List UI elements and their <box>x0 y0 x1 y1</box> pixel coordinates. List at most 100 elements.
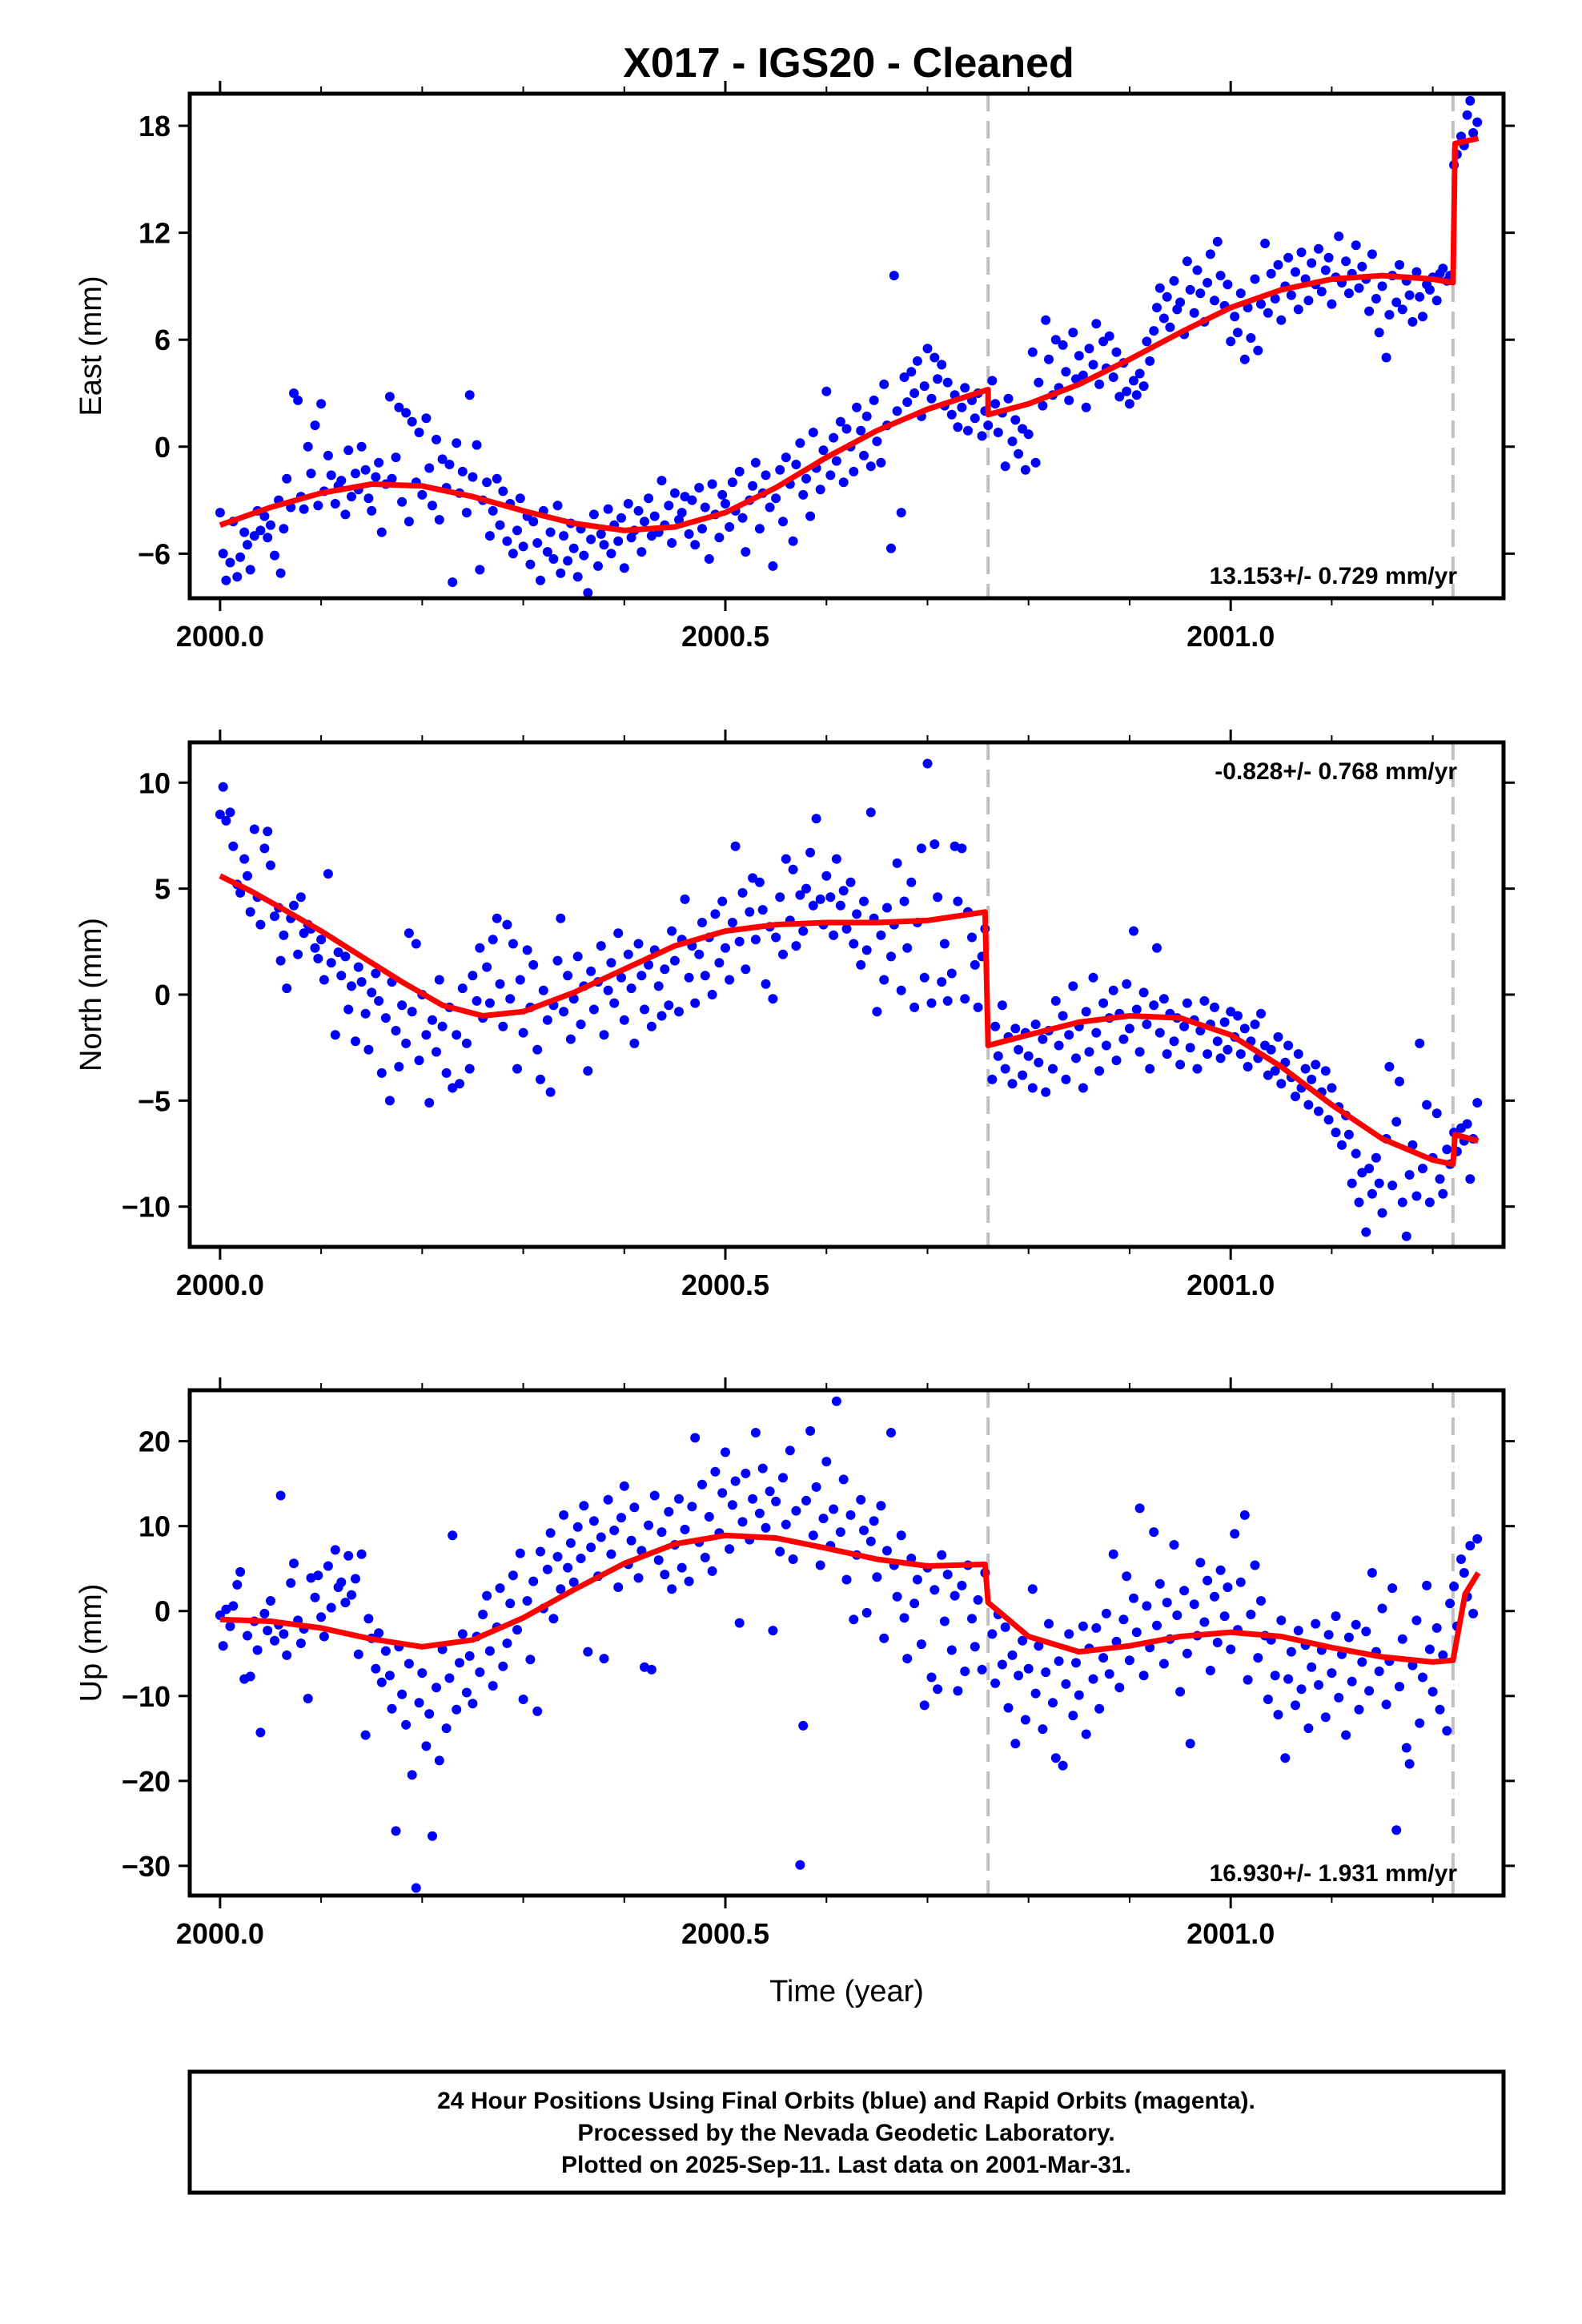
data-point <box>1091 1027 1102 1038</box>
data-point <box>1296 1684 1307 1695</box>
data-point <box>394 1062 404 1072</box>
y-tick-label: 5 <box>155 873 171 906</box>
data-point <box>515 493 525 504</box>
data-point <box>461 1038 472 1048</box>
data-point <box>730 1476 741 1486</box>
data-point <box>1020 464 1030 475</box>
data-point <box>1038 1034 1048 1044</box>
data-point <box>818 445 829 456</box>
data-point <box>775 1546 785 1557</box>
data-point <box>323 1561 333 1571</box>
data-point <box>1381 1699 1391 1710</box>
data-point <box>939 939 950 949</box>
data-point <box>896 1530 906 1541</box>
data-point <box>714 533 725 543</box>
data-point <box>1320 1712 1331 1723</box>
data-point <box>795 1860 805 1870</box>
data-point <box>1101 1040 1111 1051</box>
data-point <box>906 367 917 377</box>
data-point <box>428 1831 437 1841</box>
data-point <box>282 473 292 484</box>
data-point <box>374 995 384 1006</box>
data-point <box>717 489 728 500</box>
data-point <box>235 1566 246 1577</box>
data-point <box>1243 1062 1253 1072</box>
data-point <box>946 1645 957 1655</box>
data-point <box>1384 310 1395 320</box>
data-point <box>788 864 798 875</box>
data-point <box>1071 374 1081 384</box>
data-point <box>919 1700 930 1711</box>
data-point <box>1256 1596 1266 1606</box>
data-point <box>771 932 781 943</box>
data-point <box>1131 1004 1142 1015</box>
data-point <box>778 1473 788 1483</box>
data-point <box>707 1566 717 1576</box>
data-point <box>768 1626 778 1636</box>
data-point <box>384 1096 395 1106</box>
data-point <box>990 399 1001 409</box>
data-point <box>805 1425 816 1436</box>
data-point <box>343 445 354 456</box>
data-point <box>616 513 626 523</box>
data-point <box>1367 249 1377 259</box>
data-point <box>886 1428 896 1437</box>
data-point <box>1098 1653 1109 1663</box>
data-point <box>1435 1174 1445 1184</box>
data-point <box>1311 1618 1321 1629</box>
data-point <box>856 959 866 970</box>
data-point <box>1210 296 1219 306</box>
data-point <box>606 958 616 968</box>
data-point <box>609 1526 620 1535</box>
data-point <box>946 968 957 979</box>
data-point <box>1407 316 1418 327</box>
data-point <box>987 1629 998 1639</box>
data-point <box>644 1520 654 1530</box>
data-point <box>448 1083 458 1093</box>
data-point <box>1189 308 1199 318</box>
footer-line-3: Plotted on 2025-Sep-11. Last data on 200… <box>561 2152 1131 2178</box>
data-point <box>704 1512 714 1522</box>
data-point <box>623 499 633 509</box>
data-point <box>1357 1168 1367 1178</box>
data-point <box>468 971 478 981</box>
data-point <box>933 1684 943 1695</box>
data-point <box>1431 1108 1442 1119</box>
data-point <box>1239 354 1250 364</box>
data-point <box>1210 1591 1219 1602</box>
data-point <box>394 402 404 412</box>
data-point <box>437 1021 448 1031</box>
data-point <box>831 854 841 864</box>
data-point <box>957 843 967 854</box>
data-point <box>380 1013 391 1023</box>
data-point <box>1291 267 1300 277</box>
data-point <box>1199 1617 1210 1627</box>
data-point <box>457 466 468 476</box>
data-point <box>565 1034 576 1044</box>
panel-east-mm: 18 12 6 0 −6 2000.0 2000.5 2001.0 East (mm) 13.15… <box>74 81 1515 653</box>
data-point <box>498 1021 508 1031</box>
data-point <box>417 489 428 500</box>
data-point <box>545 1528 556 1538</box>
data-point <box>270 911 279 922</box>
data-point <box>922 758 933 769</box>
data-point <box>568 543 579 553</box>
data-point <box>266 1596 275 1606</box>
data-point <box>1270 1066 1280 1076</box>
data-point <box>1384 1062 1395 1072</box>
data-point <box>757 1463 768 1474</box>
data-point <box>1175 297 1186 308</box>
data-point <box>522 1596 532 1606</box>
data-point <box>613 928 624 939</box>
data-point <box>326 470 336 480</box>
data-point <box>432 1683 441 1693</box>
data-point <box>225 1621 235 1631</box>
data-point <box>225 557 235 568</box>
data-point <box>1331 1611 1341 1622</box>
data-point <box>559 531 569 541</box>
data-point <box>865 1536 876 1546</box>
data-point <box>495 520 505 530</box>
data-point <box>1226 1644 1236 1655</box>
data-point <box>1000 461 1010 472</box>
data-point <box>1111 347 1122 357</box>
